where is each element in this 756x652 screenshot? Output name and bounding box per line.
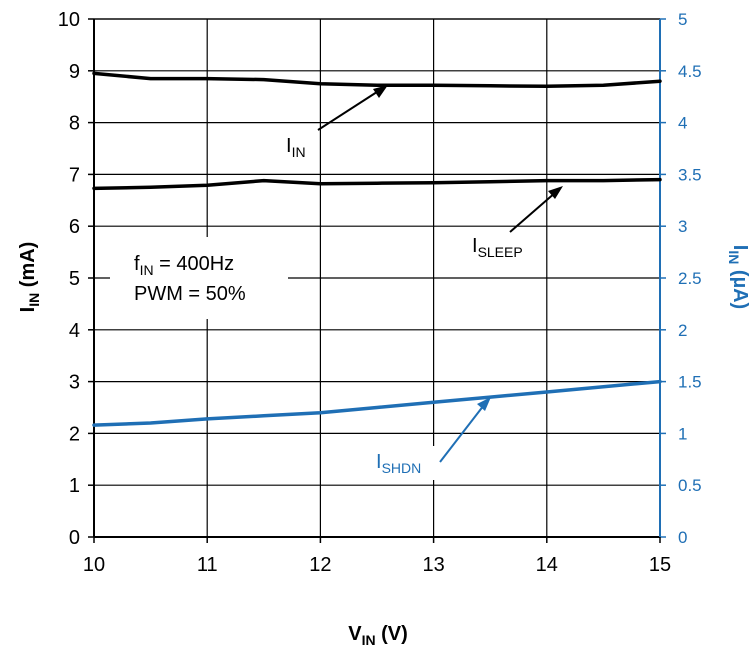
y-left-tick-label: 4 — [69, 320, 80, 342]
y-right-tick-label: 3 — [678, 217, 687, 236]
y-left-tick-label: 1 — [69, 475, 80, 497]
annotation-ishdn-arrow — [439, 404, 485, 463]
annotation-ishdn-arrowhead — [477, 397, 491, 411]
x-axis-title: VIN (V) — [348, 623, 408, 648]
y-right-tick-label: 1.5 — [678, 373, 702, 392]
y-left-tick-label: 2 — [69, 423, 80, 445]
x-tick-label: 12 — [309, 554, 331, 576]
annotation-isleep: ISLEEP — [468, 186, 563, 262]
y-right-tick-label: 2 — [678, 321, 687, 340]
series — [92, 71, 662, 427]
y-left-tick-label: 10 — [58, 9, 80, 31]
y-right-tick-label: 4 — [678, 114, 687, 133]
series-line-ishdn — [92, 379, 662, 427]
y-axis-left-title: IIN (mA) — [17, 242, 42, 313]
y-right-tick-label: 2.5 — [678, 269, 702, 288]
series-line-iin — [92, 71, 662, 89]
y-right-tick-label: 5 — [678, 10, 687, 29]
annotation-iin-arrow — [317, 89, 381, 131]
y-right-tick-label: 0.5 — [678, 476, 702, 495]
annotation-ishdn-label: ISHDN — [376, 451, 421, 476]
series-line-isleep — [92, 177, 662, 191]
x-tick-label: 14 — [536, 554, 558, 576]
y-left-tick-label: 8 — [69, 113, 80, 135]
y-axis-right-title: IIN (µA) — [726, 245, 751, 309]
condition-freq: fIN = 400Hz — [134, 253, 234, 278]
annotation-isleep-arrowhead — [548, 186, 563, 199]
y-left-tick-label: 0 — [69, 527, 80, 549]
x-tick-label: 13 — [422, 554, 444, 576]
x-tick-label: 10 — [83, 554, 105, 576]
x-tick-label: 15 — [649, 554, 671, 576]
y-left-tick-label: 5 — [69, 268, 80, 290]
y-right-tick-label: 4.5 — [678, 62, 702, 81]
y-left-tick-label: 9 — [69, 61, 80, 83]
annotation-isleep-label: ISLEEP — [472, 235, 523, 260]
y-left-tick-label: 6 — [69, 216, 80, 238]
y-right-tick-label: 3.5 — [678, 165, 702, 184]
annotation-isleep-arrow — [509, 191, 557, 233]
annotation-iin: IIN — [280, 85, 388, 160]
y-right-tick-label: 1 — [678, 424, 687, 443]
annotation-ishdn: ISHDN — [372, 397, 491, 480]
conditions-box: fIN = 400Hz PWM = 50% — [110, 237, 288, 319]
annotation-iin-label: IIN — [286, 135, 306, 160]
x-tick-label: 11 — [197, 554, 218, 576]
condition-pwm: PWM = 50% — [134, 283, 246, 305]
annotation-iin-arrowhead — [373, 85, 388, 98]
y-right-tick-label: 0 — [678, 528, 687, 547]
y-left-tick-label: 3 — [69, 372, 80, 394]
y-left-tick-label: 7 — [69, 164, 80, 186]
